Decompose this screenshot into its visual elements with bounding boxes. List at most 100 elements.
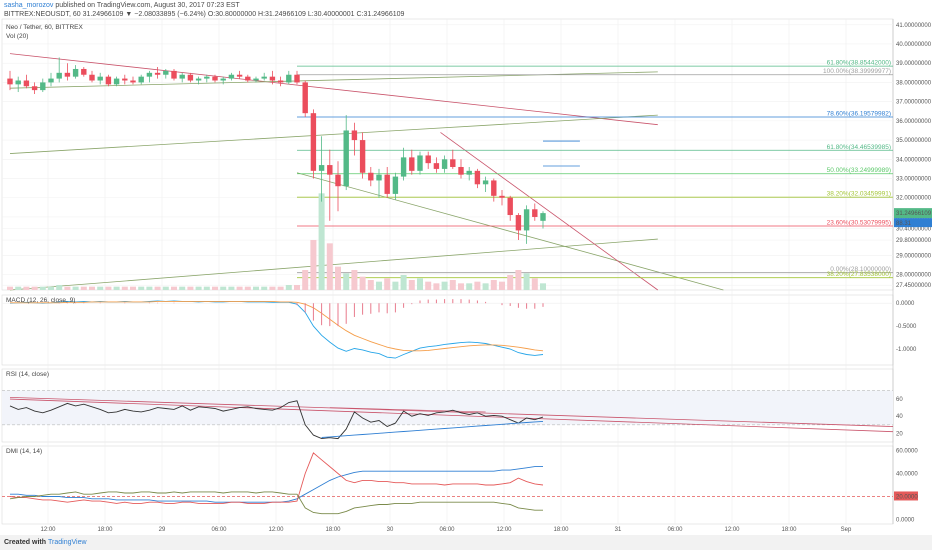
volume-bar: [449, 280, 456, 290]
volume-bar: [400, 275, 407, 290]
volume-bar: [335, 266, 341, 290]
indicator-tick-label: 0.0000: [896, 301, 915, 307]
candle-body: [56, 72, 62, 79]
volume-bar: [253, 286, 259, 290]
pane-0: [1, 18, 894, 291]
trend-line: [9, 238, 658, 291]
volume-bar: [146, 286, 153, 290]
candle-body: [515, 215, 522, 231]
tradingview-logo-link[interactable]: TradingView: [48, 539, 87, 546]
volume-bar: [105, 286, 112, 290]
volume-bar: [540, 283, 546, 290]
volume-bar: [220, 286, 227, 290]
volume-bar: [507, 275, 514, 290]
fib-level-label: 61.80%(38.85442000): [827, 60, 891, 67]
chart-canvas: 61.80%(38.85442000)100.00%(38.39999977) 7…: [1, 18, 932, 533]
candle-body: [450, 159, 456, 167]
fib-level-label: 50.00%(33.24999989): [827, 167, 891, 174]
dmi-line: [9, 491, 543, 515]
indicator-tick-label: 60.0000: [896, 449, 918, 455]
rsi-trend-line: [321, 420, 544, 438]
chart-header: sasha_morozov published on TradingView.c…: [4, 1, 404, 19]
candle-body: [425, 155, 431, 164]
volume-bar: [482, 283, 489, 290]
volume-bar: [441, 281, 448, 290]
volume-bar: [351, 270, 358, 290]
candle-body: [532, 209, 538, 217]
volume-bar: [376, 281, 382, 290]
x-tick-label: 06:00: [667, 527, 683, 533]
price-tick-label: 32.00000000: [896, 196, 932, 202]
price-tick-label: 39.00000000: [896, 61, 932, 67]
volume-bar: [277, 286, 284, 290]
trend-line: [440, 132, 659, 291]
price-tick-label: 41.00000000: [896, 23, 932, 29]
price-tick-label: 36.00000000: [896, 119, 932, 125]
created-with-label: Created with: [4, 539, 47, 546]
candle-body: [163, 70, 169, 75]
author-link[interactable]: sasha_morozov: [4, 2, 54, 9]
candle-body: [15, 80, 21, 85]
rsi-trend-line: [329, 407, 486, 413]
candle-body: [204, 76, 210, 79]
volume-bar: [425, 281, 432, 290]
symbol-quote-line: BITTREX:NEOUSDT, 60 31.24966109 ▼ −2.080…: [4, 11, 405, 18]
price-tick-label: 35.00000000: [896, 138, 932, 144]
fib-level-label: 100.00%(38.39999977): [823, 68, 891, 75]
rsi-line: [9, 400, 544, 440]
volume-bar: [261, 286, 268, 290]
volume-bar: [490, 280, 497, 290]
candle-body: [400, 157, 407, 177]
candle-body: [7, 78, 13, 85]
candle-body: [179, 74, 185, 79]
volume-bar: [499, 281, 505, 290]
indicator-tick-label: 0.0000: [896, 517, 915, 523]
candle-body: [105, 76, 112, 85]
x-tick-label: 18:00: [325, 527, 341, 533]
volume-bar: [228, 286, 235, 290]
fib-level-label: 78.60%(36.19579982): [827, 111, 891, 118]
volume-bar: [326, 243, 333, 290]
volume-bar: [466, 283, 473, 290]
volume-bar: [23, 286, 30, 290]
candle-body: [294, 74, 300, 83]
volume-bar: [294, 285, 300, 290]
x-tick-label: 12:00: [40, 527, 56, 533]
published-text: published on TradingView.com, August 30,…: [55, 2, 240, 9]
indicator-tick-label: -0.5000: [896, 324, 917, 330]
candle-body: [81, 68, 87, 75]
x-tick-label: 18:00: [781, 527, 797, 533]
price-tick-label: 28.00000000: [896, 273, 932, 279]
fib-level-label: 0.00%(28.10000000): [830, 266, 891, 273]
candle-body: [523, 209, 530, 231]
candle-body: [491, 180, 497, 196]
candle-body: [507, 197, 513, 216]
volume-bar: [531, 278, 538, 290]
candle-body: [277, 80, 284, 83]
macd-line: [10, 300, 544, 352]
dmi-level-tag: [894, 491, 918, 501]
last-price-label: 31.24966109: [896, 211, 932, 217]
volume-value-label: 88.31: [896, 221, 912, 227]
volume-bar: [130, 286, 136, 290]
volume-bar: [113, 286, 120, 290]
fib-level-label: 38.20%(32.03459991): [827, 191, 891, 198]
trend-line: [9, 114, 658, 154]
candle-body: [212, 76, 218, 81]
candle-body: [302, 82, 308, 114]
indicator-tick-label: 20: [896, 431, 903, 437]
fib-level-label: 38.20%(27.83538000): [827, 271, 891, 278]
rsi-pane-title: RSI (14, close): [6, 371, 49, 378]
x-tick-label: 06:00: [211, 527, 227, 533]
fib-level-label: 23.60%(30.53079995): [827, 219, 891, 226]
dmi-pane-title: DMI (14, 14): [6, 448, 42, 455]
x-tick-label: 06:00: [439, 527, 455, 533]
x-tick-label: 18:00: [553, 527, 569, 533]
candle-body: [286, 74, 292, 83]
price-pane-title: Neo / Tether, 60, BITTREX: [6, 24, 83, 31]
volume-bar: [458, 283, 464, 290]
volume-pane-title: Vol (20): [6, 33, 28, 40]
candle-body: [359, 140, 366, 173]
x-tick-label: 12:00: [496, 527, 512, 533]
candle-body: [236, 74, 243, 77]
